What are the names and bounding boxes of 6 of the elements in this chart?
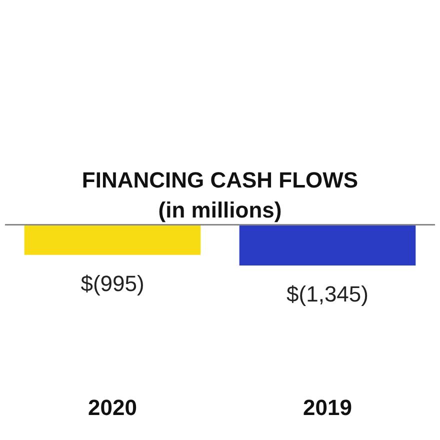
data-label: $(1,345) <box>286 282 368 307</box>
chart-title: FINANCING CASH FLOWS <box>82 167 358 192</box>
chart-subtitle: (in millions) <box>158 198 282 223</box>
x-tick-label: 2020 <box>88 394 137 420</box>
data-label: $(995) <box>80 270 144 296</box>
x-tick-label: 2019 <box>303 394 352 420</box>
